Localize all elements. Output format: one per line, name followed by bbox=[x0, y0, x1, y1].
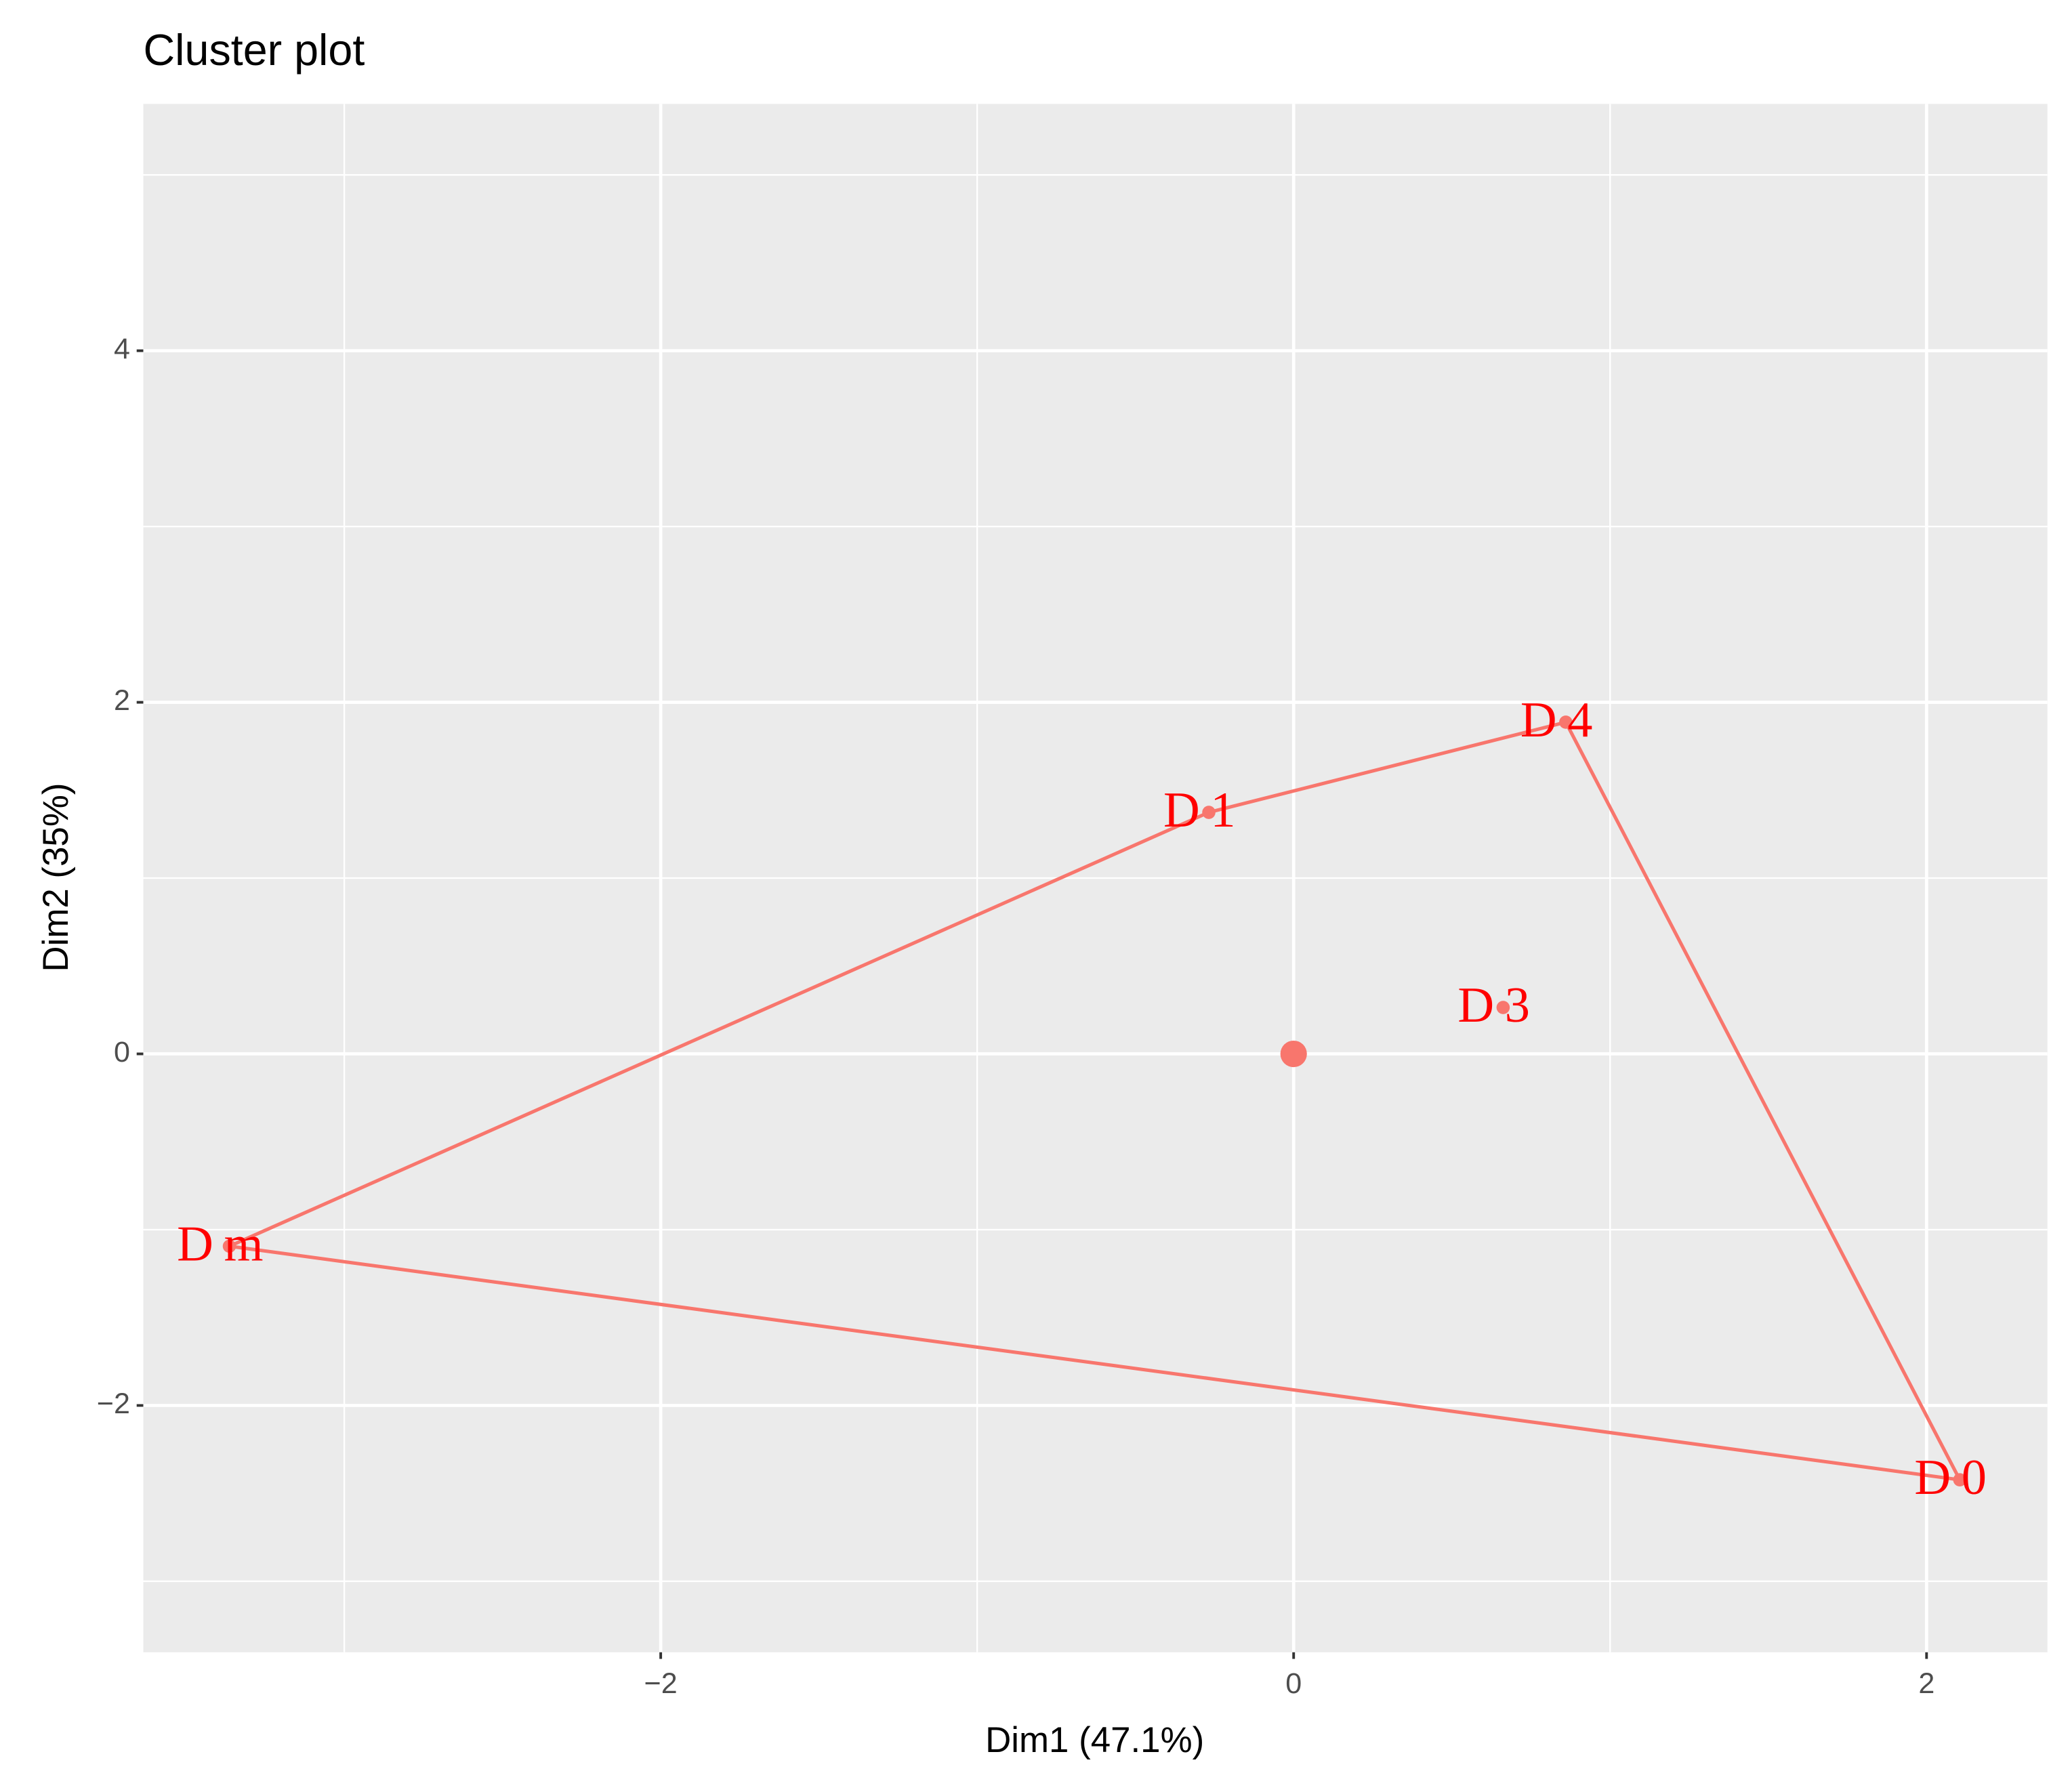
point bbox=[1202, 806, 1216, 819]
y-tick-label: 2 bbox=[114, 684, 130, 717]
y-axis-title: Dim2 (35%) bbox=[36, 783, 76, 972]
x-tick-label: 2 bbox=[1918, 1667, 1934, 1700]
x-tick-label: 0 bbox=[1285, 1667, 1302, 1700]
point-label: Dm bbox=[177, 1216, 274, 1272]
y-tick-label: 0 bbox=[114, 1036, 130, 1068]
point bbox=[1559, 715, 1573, 729]
x-axis-title: Dim1 (47.1%) bbox=[985, 1720, 1204, 1760]
x-tick-label: −2 bbox=[644, 1667, 678, 1700]
point bbox=[1496, 1001, 1510, 1014]
chart-title: Cluster plot bbox=[144, 26, 365, 75]
point bbox=[1953, 1473, 1967, 1487]
y-tick-label: 4 bbox=[114, 333, 130, 365]
point-label: D1 bbox=[1163, 783, 1246, 838]
point-label: D4 bbox=[1520, 692, 1603, 748]
point bbox=[222, 1239, 236, 1253]
cluster-center bbox=[1280, 1040, 1307, 1068]
point-label: D0 bbox=[1914, 1450, 1997, 1505]
point-label: D3 bbox=[1457, 978, 1540, 1033]
y-tick-label: −2 bbox=[97, 1388, 130, 1420]
